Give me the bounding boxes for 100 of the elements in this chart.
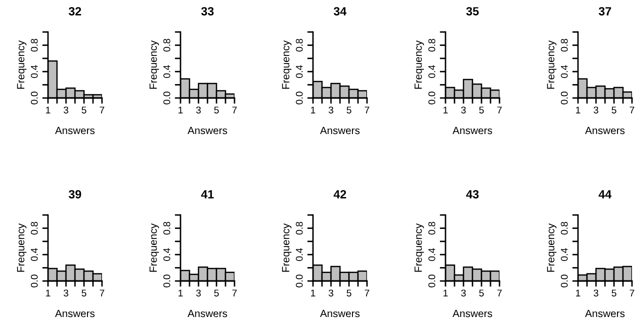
x-axis-title: Answers	[188, 126, 228, 134]
x-tick-label: 1	[576, 106, 580, 114]
y-tick-label: 0.0	[428, 274, 436, 288]
x-tick-label: 3	[461, 290, 466, 296]
y-tick-label: 0.0	[296, 92, 303, 104]
x-tick-label: 7	[232, 106, 237, 114]
y-axis-title: Frequency	[414, 40, 424, 89]
y-axis-title: Frequency	[414, 223, 424, 272]
y-tick-label: 0.0	[560, 274, 568, 288]
y-tick-label: 0.8	[163, 222, 170, 235]
x-tick-label: 7	[232, 290, 237, 296]
y-tick-label: 0.8	[30, 38, 38, 52]
chart-title: 43	[466, 190, 479, 198]
y-tick-label: 0.0	[428, 92, 436, 104]
x-tick-label: 1	[46, 290, 50, 296]
y-axis-title: Frequency	[150, 223, 159, 272]
x-tick-label: 1	[311, 106, 316, 114]
y-axis-title: Frequency	[17, 223, 26, 272]
y-axis-title: Frequency	[150, 40, 159, 89]
y-tick-label: 0.4	[560, 248, 568, 261]
y-tick-label: 0.4	[296, 65, 303, 78]
x-axis-title: Answers	[320, 310, 360, 318]
x-axis-title: Answers	[585, 310, 625, 318]
x-tick-label: 5	[346, 290, 352, 296]
x-axis-title: Answers	[585, 126, 625, 134]
x-tick-label: 5	[346, 106, 352, 114]
x-axis-title: Answers	[55, 126, 95, 134]
x-tick-label: 3	[64, 290, 68, 296]
y-tick-label: 0.8	[163, 38, 170, 52]
chart-title: 34	[334, 7, 347, 16]
y-axis-title: Frequency	[282, 40, 292, 89]
x-tick-label: 5	[82, 106, 86, 114]
x-tick-label: 7	[100, 290, 104, 296]
y-tick-label: 0.8	[560, 38, 568, 52]
x-tick-label: 3	[328, 290, 334, 296]
y-tick-label: 0.0	[296, 274, 303, 288]
chart-title: 44	[598, 190, 612, 198]
x-tick-label: 3	[594, 290, 598, 296]
y-tick-label: 0.4	[30, 248, 38, 261]
x-tick-label: 1	[444, 106, 448, 114]
chart-title: 35	[466, 7, 479, 16]
y-axis-title: Frequency	[547, 223, 556, 272]
x-tick-label: 1	[178, 106, 183, 114]
x-tick-label: 1	[576, 290, 580, 296]
y-tick-label: 0.0	[163, 274, 170, 288]
x-tick-label: 7	[497, 106, 502, 114]
x-tick-label: 5	[612, 290, 616, 296]
chart-title: 32	[68, 7, 82, 16]
y-tick-label: 0.0	[30, 274, 38, 288]
y-tick-label: 0.8	[296, 38, 303, 52]
x-tick-label: 5	[82, 290, 86, 296]
x-axis-title: Answers	[188, 310, 228, 318]
y-tick-label: 0.0	[163, 92, 170, 104]
y-tick-label: 0.8	[296, 222, 303, 235]
x-tick-label: 5	[479, 106, 484, 114]
x-axis-title: Answers	[452, 126, 492, 134]
chart-title: 37	[598, 7, 612, 16]
x-tick-label: 1	[46, 106, 50, 114]
y-axis-title: Frequency	[547, 40, 556, 89]
y-tick-label: 0.4	[163, 248, 170, 261]
x-tick-label: 5	[479, 290, 484, 296]
x-tick-label: 7	[364, 290, 370, 296]
chart-title: 39	[68, 190, 82, 198]
x-tick-label: 7	[497, 290, 502, 296]
x-tick-label: 7	[630, 290, 634, 296]
chart-title: 33	[201, 7, 214, 16]
x-tick-label: 3	[461, 106, 466, 114]
chart-title: 42	[334, 190, 346, 198]
x-tick-label: 5	[612, 106, 616, 114]
x-tick-label: 1	[311, 290, 316, 296]
y-tick-label: 0.4	[296, 248, 303, 261]
y-axis-title: Frequency	[282, 223, 292, 272]
y-tick-label: 0.4	[428, 65, 436, 78]
y-tick-label: 0.8	[560, 222, 568, 235]
x-tick-label: 3	[196, 106, 201, 114]
x-axis-title: Answers	[320, 126, 360, 134]
y-tick-label: 0.4	[428, 248, 436, 261]
x-tick-label: 3	[594, 106, 598, 114]
x-tick-label: 7	[630, 106, 634, 114]
x-axis-title: Answers	[55, 310, 95, 318]
y-tick-label: 0.4	[163, 65, 170, 78]
x-tick-label: 7	[100, 106, 104, 114]
y-tick-label: 0.4	[560, 65, 568, 78]
x-tick-label: 5	[214, 106, 219, 114]
y-tick-label: 0.4	[30, 65, 38, 78]
y-tick-label: 0.8	[428, 222, 436, 235]
y-tick-label: 0.0	[560, 92, 568, 104]
x-tick-label: 1	[178, 290, 183, 296]
y-tick-label: 0.8	[30, 222, 38, 235]
x-tick-label: 5	[214, 290, 219, 296]
x-tick-label: 3	[328, 106, 334, 114]
x-axis-title: Answers	[452, 310, 492, 318]
x-tick-label: 1	[444, 290, 448, 296]
x-tick-label: 3	[64, 106, 68, 114]
x-tick-label: 3	[196, 290, 201, 296]
y-tick-label: 0.0	[30, 92, 38, 104]
chart-title: 41	[201, 190, 214, 198]
y-tick-label: 0.8	[428, 38, 436, 52]
y-axis-title: Frequency	[17, 40, 26, 89]
x-tick-label: 7	[364, 106, 370, 114]
